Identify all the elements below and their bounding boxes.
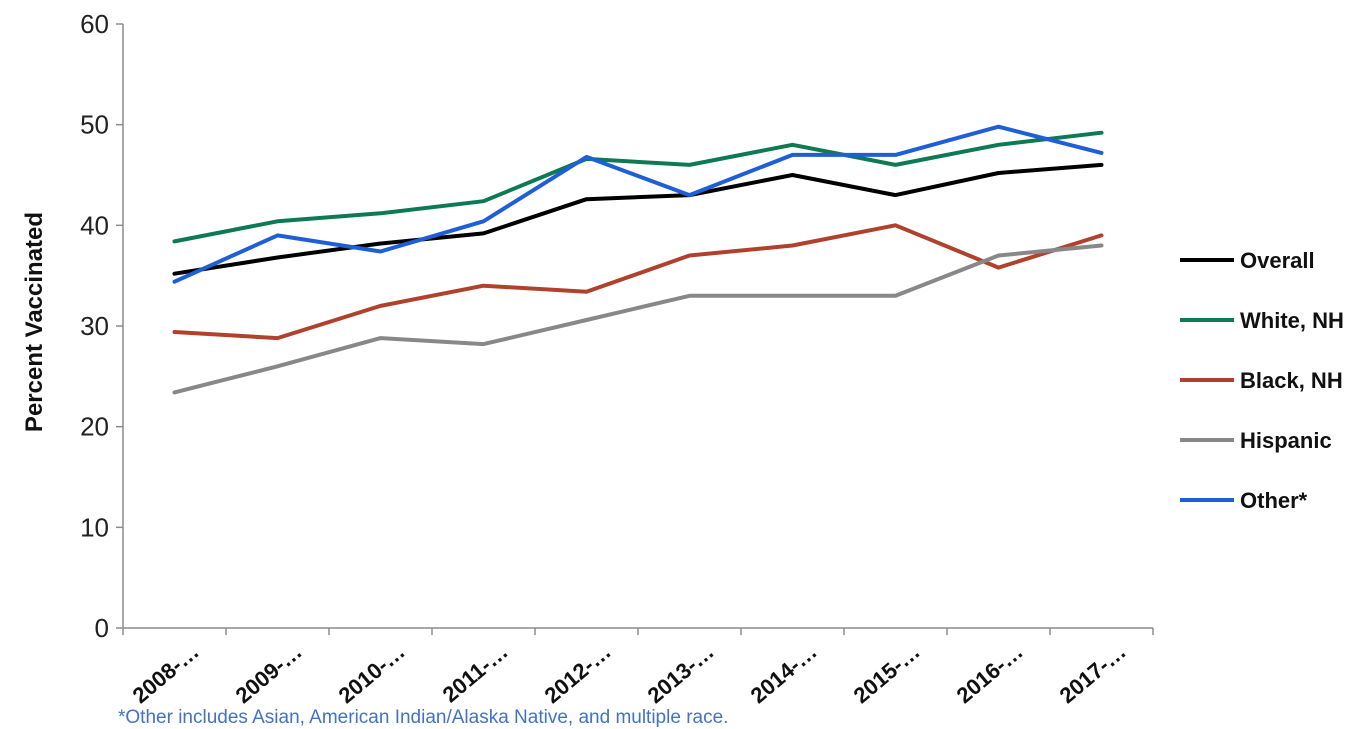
footnote: *Other includes Asian, American Indian/A… (118, 707, 728, 728)
x-tick-label: 2014-… (746, 639, 822, 708)
legend-label: Overall (1240, 248, 1315, 273)
x-tick-label: 2013-… (643, 639, 719, 708)
x-tick-label: 2011-… (438, 639, 513, 708)
y-axis-title: Percent Vaccinated (21, 212, 48, 432)
x-axis: 2008-… 2009-… 2010-… 2011-… 2012-… 2013-… 2014… (122, 627, 1154, 708)
y-tick-label: 10 (80, 512, 109, 542)
legend-label: Black, NH (1240, 368, 1343, 393)
x-tick-label: 2015-… (849, 639, 925, 708)
y-tick-label: 40 (80, 210, 109, 240)
x-tick-label: 2008-… (128, 639, 204, 708)
x-tick-label: 2016-… (952, 639, 1028, 708)
legend: Overall White, NH Black, NH Hispanic Other* (1180, 248, 1344, 513)
y-tick-label: 0 (95, 613, 109, 643)
legend-label: White, NH (1240, 308, 1344, 333)
series-line-0 (172, 162, 1104, 276)
y-tick-label: 20 (80, 412, 109, 442)
x-tick-label: 2017-… (1055, 639, 1131, 708)
series-lines (172, 124, 1104, 395)
x-tick-label: 2010-… (334, 639, 410, 708)
legend-label: Other* (1240, 488, 1308, 513)
x-tick-label: 2012-… (540, 639, 616, 708)
y-tick-label: 60 (80, 9, 109, 39)
y-tick-label: 50 (80, 110, 109, 140)
legend-label: Hispanic (1240, 428, 1332, 453)
series-line-3 (172, 243, 1104, 395)
y-axis: 0 10 20 30 40 50 60 (80, 9, 124, 643)
x-tick-label: 2009-… (231, 639, 307, 708)
series-line-2 (172, 223, 1104, 341)
series-line-4 (172, 124, 1104, 284)
y-tick-label: 30 (80, 311, 109, 341)
series-line-1 (172, 130, 1104, 244)
